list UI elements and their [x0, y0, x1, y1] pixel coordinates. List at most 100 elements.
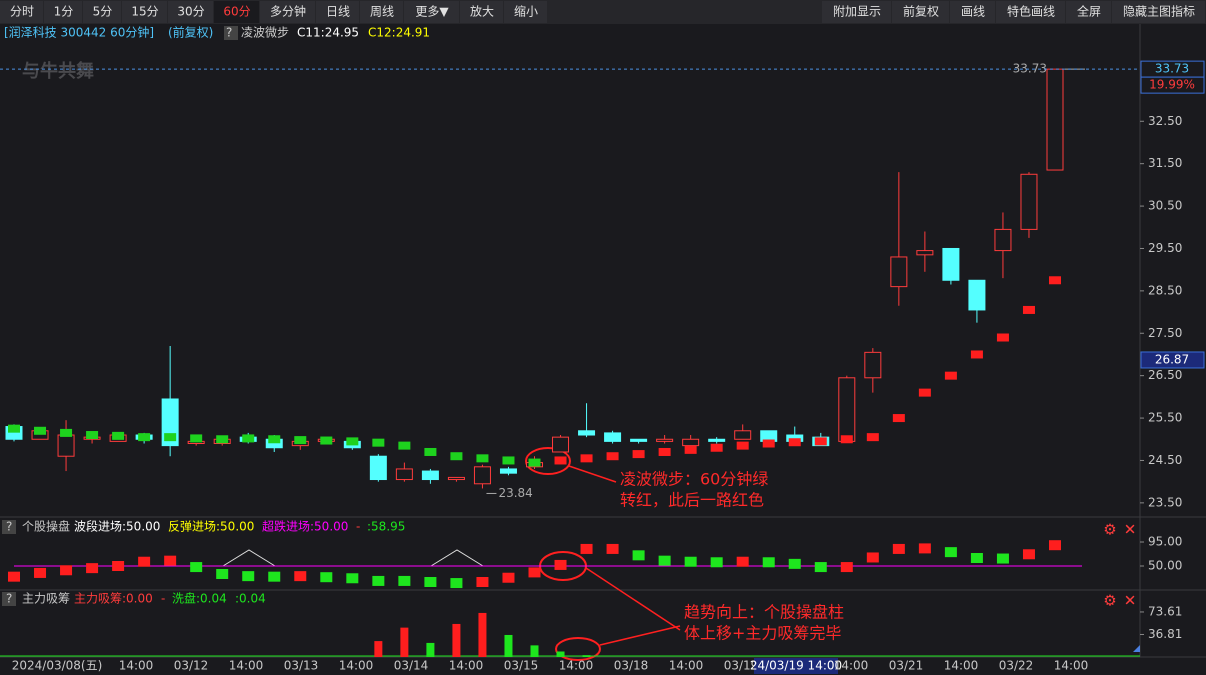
annotation-text: 凌波微步：60分钟绿	[620, 470, 768, 489]
toolbar-button-bg	[44, 1, 82, 23]
candle-body	[447, 476, 465, 481]
signal-marker	[34, 426, 47, 435]
indicator-block	[60, 565, 73, 576]
toolbar-button[interactable]: 画线	[961, 5, 985, 19]
highlight-ellipse	[525, 447, 571, 475]
x-tick-label: 03/22	[999, 659, 1034, 673]
toolbar-button[interactable]: 分时	[10, 5, 34, 19]
x-tick-label: 03/18	[614, 659, 649, 673]
header-c12: C12:24.91	[368, 26, 430, 40]
signal-marker	[398, 441, 411, 450]
indicator-block	[788, 558, 801, 569]
callout-line	[585, 567, 681, 631]
highlight-ellipse	[555, 637, 601, 661]
wave-line	[222, 549, 276, 567]
x-tick-label: 14:00	[1054, 659, 1089, 673]
toolbar-button-bg	[950, 1, 995, 23]
toolbar-button[interactable]: 放大	[470, 4, 494, 19]
indicator-block	[866, 552, 879, 563]
help-box	[2, 520, 16, 534]
legend-text: 超跌进场:50.00	[262, 519, 348, 534]
wave-line	[430, 549, 484, 567]
signal-marker	[502, 456, 515, 465]
signal-marker	[866, 433, 879, 442]
toolbar-button[interactable]: 15分	[131, 5, 158, 19]
toolbar-button[interactable]: 前复权	[903, 4, 939, 19]
candle-body	[838, 377, 856, 442]
indicator-block	[138, 556, 151, 567]
help[interactable]: ?	[6, 520, 12, 534]
toolbar-button[interactable]: 日线	[326, 5, 350, 19]
close-icon[interactable]: ✕	[1124, 592, 1137, 610]
x-tick-label: 03/19	[724, 659, 759, 673]
toolbar-button[interactable]: 周线	[370, 5, 394, 19]
min-label: 23.84	[498, 486, 532, 500]
signal-marker	[86, 431, 99, 440]
indicator-column	[400, 627, 409, 657]
indicator-column	[452, 623, 461, 657]
toolbar-button[interactable]: 更多▼	[415, 5, 449, 19]
x-tick-label: 14:00	[669, 659, 704, 673]
indicator-block	[684, 556, 697, 567]
x-tick-label: 03/14	[394, 659, 429, 673]
toolbar-button[interactable]: 1分	[54, 5, 74, 19]
help[interactable]: ?	[6, 592, 12, 606]
indicator-block	[892, 543, 905, 554]
signal-marker	[190, 434, 203, 443]
legend-text: :58.95	[367, 520, 405, 534]
indicator-block	[86, 563, 99, 574]
header-adjust: (前复权)	[168, 25, 213, 40]
indicator-block	[736, 556, 749, 567]
candle-body	[604, 432, 622, 442]
toolbar-button[interactable]: 隐藏主图指标	[1123, 4, 1195, 19]
indicator-column	[478, 612, 487, 657]
y-tick-label: 26.50	[1148, 368, 1182, 382]
indicator-block	[996, 553, 1009, 564]
signal-marker	[528, 458, 541, 467]
candle-body	[499, 468, 517, 474]
toolbar-button[interactable]: 5分	[93, 5, 113, 19]
indicator-block	[554, 559, 567, 570]
toolbar-button-bg	[83, 1, 121, 23]
indicator-block	[1022, 549, 1035, 560]
candle-body	[473, 466, 491, 485]
corner-icon	[1133, 645, 1140, 652]
indicator-block	[450, 578, 463, 589]
signal-marker	[996, 333, 1009, 342]
legend-text: :0.04	[235, 592, 266, 606]
toolbar-button[interactable]: 缩小	[514, 4, 538, 19]
toolbar-button[interactable]: 60分	[223, 5, 250, 19]
indicator-block	[216, 569, 229, 579]
toolbar-button[interactable]: 全屏	[1077, 4, 1101, 19]
header-help[interactable]: ?	[226, 26, 232, 40]
toolbar-button[interactable]: 特色画线	[1007, 4, 1055, 19]
candle-body	[916, 250, 934, 256]
gear-icon[interactable]: ⚙	[1103, 521, 1116, 539]
change-percent: 19.99%	[1149, 78, 1195, 92]
signal-marker	[710, 443, 723, 452]
toolbar-button[interactable]: 30分	[177, 5, 204, 19]
toolbar-button-bg	[404, 1, 459, 23]
toolbar-button[interactable]: 多分钟	[270, 4, 306, 19]
indicator-block	[814, 562, 827, 573]
panel-title: 主力吸筹	[22, 592, 70, 606]
signal-marker	[8, 424, 20, 433]
candle-body	[656, 438, 674, 442]
signal-marker	[632, 450, 645, 459]
x-tick-label: 03/15	[504, 659, 539, 673]
signal-marker	[476, 454, 489, 463]
x-tick-label: 24/03/19 14:00	[750, 659, 842, 673]
y-tick-label: 24.50	[1148, 453, 1182, 467]
close-icon[interactable]: ✕	[1124, 521, 1137, 539]
indicator-block	[762, 557, 775, 568]
legend-text: -	[356, 520, 360, 534]
indicator-block	[242, 571, 255, 582]
help-box	[2, 592, 16, 606]
toolbar-button[interactable]: 附加显示	[833, 5, 881, 19]
indicator-block	[658, 555, 671, 566]
gear-icon[interactable]: ⚙	[1103, 592, 1116, 610]
indicator-block	[840, 562, 853, 573]
y-tick-label: 31.50	[1148, 156, 1182, 170]
callout-line	[599, 625, 681, 646]
